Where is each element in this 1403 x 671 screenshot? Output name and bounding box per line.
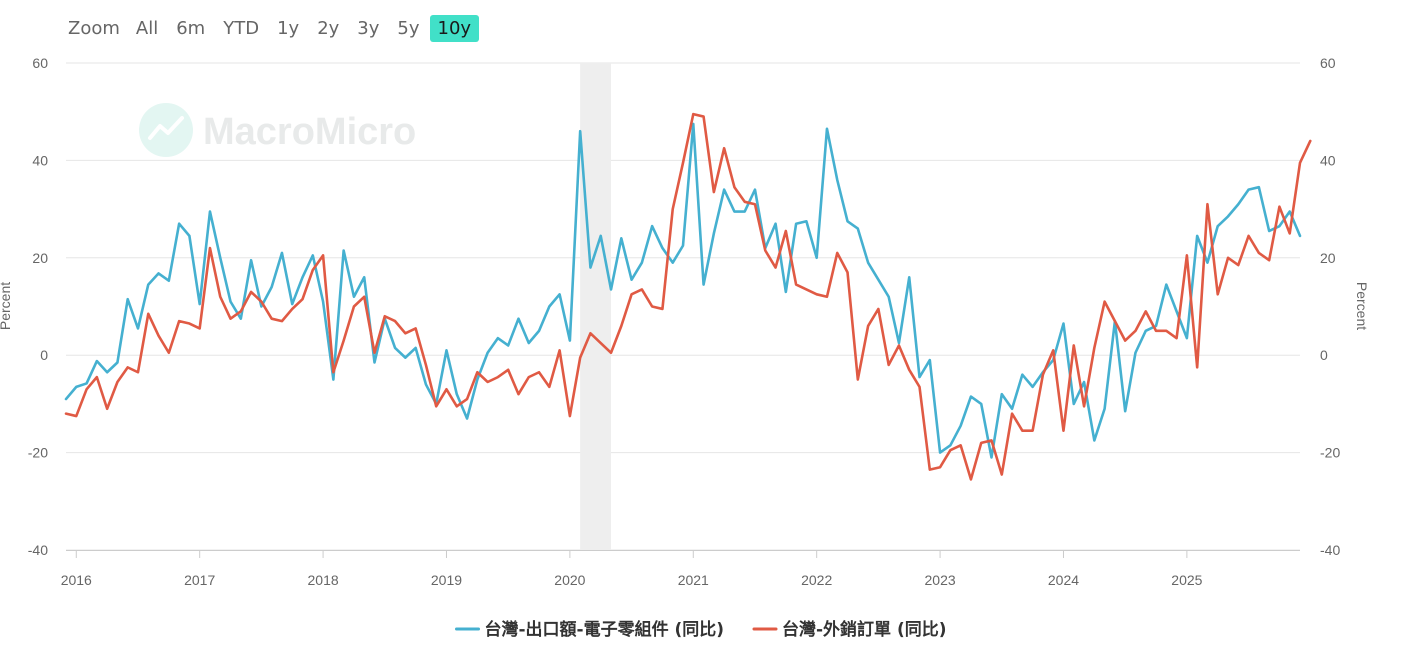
watermark: MacroMicro <box>139 103 416 157</box>
y-axis-title-right: Percent <box>1354 282 1370 330</box>
series-layer <box>64 112 1312 481</box>
y-tick-label-left: 20 <box>32 250 48 266</box>
y-axis-title-left: Percent <box>0 282 13 330</box>
x-tick-label: 2017 <box>184 572 215 588</box>
series-line-2 <box>64 112 1312 481</box>
y-tick-label-left: 0 <box>40 347 48 363</box>
y-tick-label-left: -20 <box>28 445 48 461</box>
zoom-label: Zoom <box>68 17 120 39</box>
series-line-1 <box>64 122 1302 459</box>
y-tick-label-right: -40 <box>1320 542 1340 558</box>
zoom-5y-button[interactable]: 5y <box>397 17 420 39</box>
watermark-logo-line-icon <box>148 116 184 140</box>
y-tick-label-right: -20 <box>1320 445 1340 461</box>
y-tick-label-left: 40 <box>32 152 48 168</box>
zoom-ytd-button[interactable]: YTD <box>223 17 260 39</box>
x-tick-label: 2019 <box>431 572 462 588</box>
watermark-text: MacroMicro <box>203 111 416 153</box>
y-tick-label-left: 60 <box>32 55 48 71</box>
zoom-6m-button[interactable]: 6m <box>176 17 206 39</box>
x-tick-label: 2020 <box>554 572 585 588</box>
y-tick-label-left: -40 <box>28 542 48 558</box>
legend-label: 台灣-外銷訂單 (同比) <box>782 619 947 640</box>
y-tick-label-right: 40 <box>1320 152 1336 168</box>
x-tick-label: 2018 <box>308 572 339 588</box>
x-tick-label: 2022 <box>801 572 832 588</box>
x-tick-label: 2024 <box>1048 572 1079 588</box>
y-tick-label-right: 20 <box>1320 250 1336 266</box>
zoom-all-button[interactable]: All <box>135 17 159 39</box>
y-tick-label-right: 60 <box>1320 55 1336 71</box>
shaded-region <box>580 63 612 550</box>
x-tick-label: 2021 <box>678 572 709 588</box>
recession-shade-layer <box>580 63 612 550</box>
zoom-3y-button[interactable]: 3y <box>357 17 380 39</box>
y-tick-label-right: 0 <box>1320 347 1328 363</box>
legend-item-1: 台灣-出口額-電子零組件 (同比) <box>455 619 725 640</box>
zoom-10y-button[interactable]: 10y <box>429 14 480 42</box>
zoom-bar: Zoom All 6m YTD 1y 2y 3y 5y 10y <box>60 12 481 44</box>
x-tick-label: 2016 <box>61 572 92 588</box>
legend: 台灣-出口額-電子零組件 (同比) 台灣-外銷訂單 (同比) <box>455 619 947 640</box>
legend-item-2: 台灣-外銷訂單 (同比) <box>752 619 947 640</box>
x-tick-label: 2023 <box>925 572 956 588</box>
zoom-2y-button[interactable]: 2y <box>317 17 340 39</box>
zoom-1y-button[interactable]: 1y <box>277 17 300 39</box>
x-tick-label: 2025 <box>1171 572 1202 588</box>
legend-label: 台灣-出口額-電子零組件 (同比) <box>485 619 725 640</box>
